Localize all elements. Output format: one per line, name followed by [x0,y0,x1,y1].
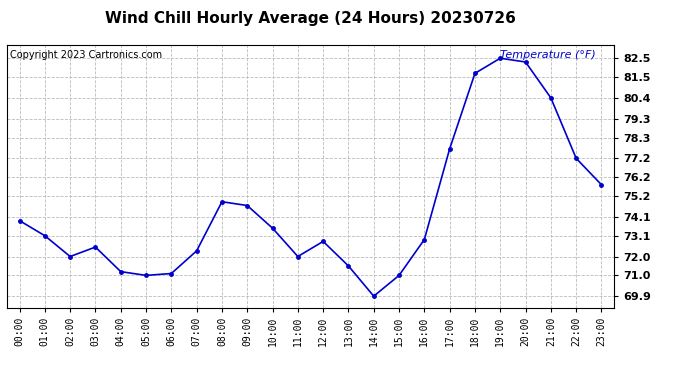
Text: Temperature (°F): Temperature (°F) [500,50,596,60]
Text: Wind Chill Hourly Average (24 Hours) 20230726: Wind Chill Hourly Average (24 Hours) 202… [105,11,516,26]
Text: Copyright 2023 Cartronics.com: Copyright 2023 Cartronics.com [10,50,162,60]
